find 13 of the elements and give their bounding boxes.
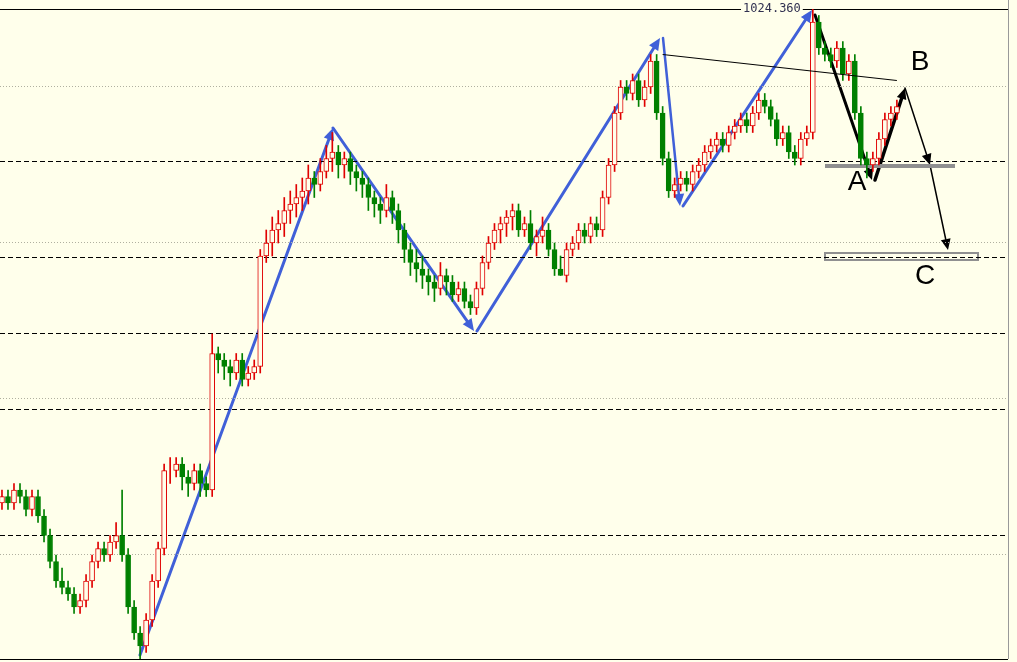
annotation: 1024.360 — [743, 1, 801, 16]
candlestick — [113, 522, 119, 549]
candlestick — [185, 470, 191, 497]
annotation: A — [847, 164, 867, 196]
text: B — [910, 44, 930, 76]
candlestick — [275, 210, 282, 244]
candlestick — [311, 171, 318, 198]
candlestick — [299, 177, 306, 211]
candlestick — [287, 190, 294, 224]
candlestick — [329, 132, 336, 172]
candlestick — [293, 184, 300, 218]
candlestick — [221, 353, 228, 380]
text: C — [914, 258, 936, 290]
